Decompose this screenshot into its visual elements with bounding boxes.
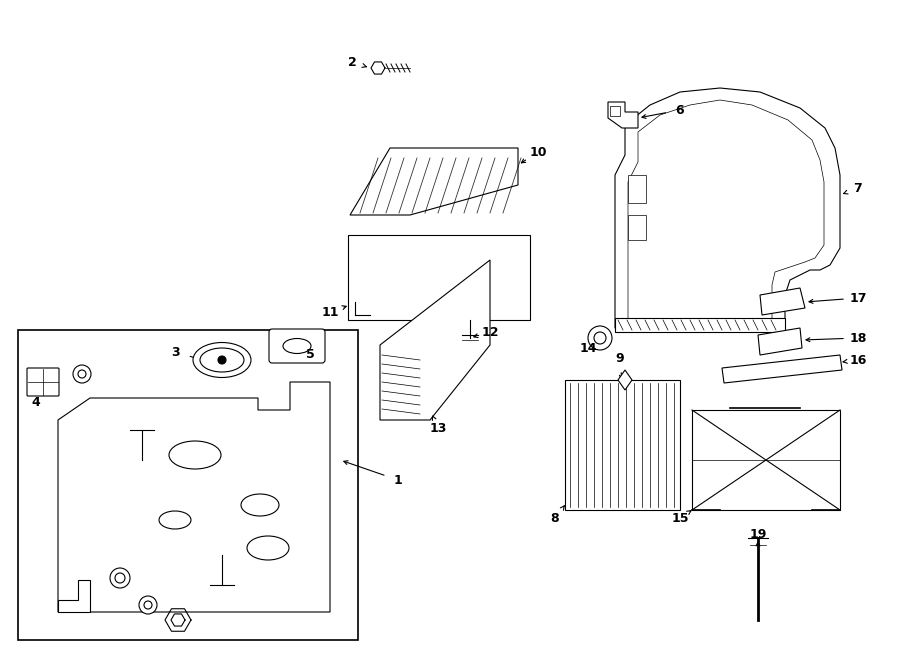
Polygon shape [692, 410, 840, 510]
Polygon shape [618, 370, 632, 390]
Text: 9: 9 [616, 352, 625, 364]
Circle shape [78, 370, 86, 378]
Polygon shape [608, 102, 638, 128]
Ellipse shape [200, 348, 244, 372]
Ellipse shape [193, 342, 251, 377]
Circle shape [218, 356, 226, 364]
Text: 11: 11 [321, 305, 338, 319]
Circle shape [115, 573, 125, 583]
Circle shape [588, 326, 612, 350]
Circle shape [110, 568, 130, 588]
Polygon shape [760, 288, 805, 315]
Polygon shape [348, 235, 530, 320]
Polygon shape [758, 328, 802, 355]
Bar [610, 106, 620, 116]
Text: 6: 6 [676, 104, 684, 116]
Circle shape [73, 365, 91, 383]
Polygon shape [565, 380, 680, 510]
FancyBboxPatch shape [269, 329, 325, 363]
Text: 1: 1 [393, 473, 402, 486]
Text: 19: 19 [750, 529, 767, 541]
Ellipse shape [283, 338, 311, 354]
Bar [628, 215, 646, 240]
Ellipse shape [169, 441, 221, 469]
Polygon shape [380, 260, 490, 420]
Ellipse shape [159, 511, 191, 529]
Ellipse shape [241, 494, 279, 516]
Circle shape [139, 596, 157, 614]
Ellipse shape [247, 536, 289, 560]
Text: 4: 4 [32, 395, 40, 408]
Circle shape [144, 601, 152, 609]
Text: 14: 14 [580, 342, 597, 354]
Polygon shape [722, 355, 842, 383]
Text: 7: 7 [853, 182, 862, 194]
Text: 12: 12 [482, 325, 499, 338]
Text: 13: 13 [429, 422, 446, 434]
Text: 3: 3 [172, 346, 180, 358]
Text: 8: 8 [551, 512, 559, 524]
Polygon shape [615, 88, 840, 328]
Text: 18: 18 [850, 332, 867, 344]
Circle shape [594, 332, 606, 344]
Text: 2: 2 [347, 56, 356, 69]
Text: 10: 10 [529, 145, 547, 159]
Polygon shape [58, 580, 90, 612]
FancyBboxPatch shape [18, 330, 358, 640]
Bar [628, 175, 646, 203]
Polygon shape [350, 148, 518, 215]
Text: 16: 16 [850, 354, 867, 366]
Polygon shape [58, 382, 330, 612]
Text: 15: 15 [671, 512, 688, 524]
FancyBboxPatch shape [27, 368, 59, 396]
Text: 5: 5 [306, 348, 314, 362]
Text: 17: 17 [850, 292, 867, 305]
Polygon shape [615, 318, 785, 332]
